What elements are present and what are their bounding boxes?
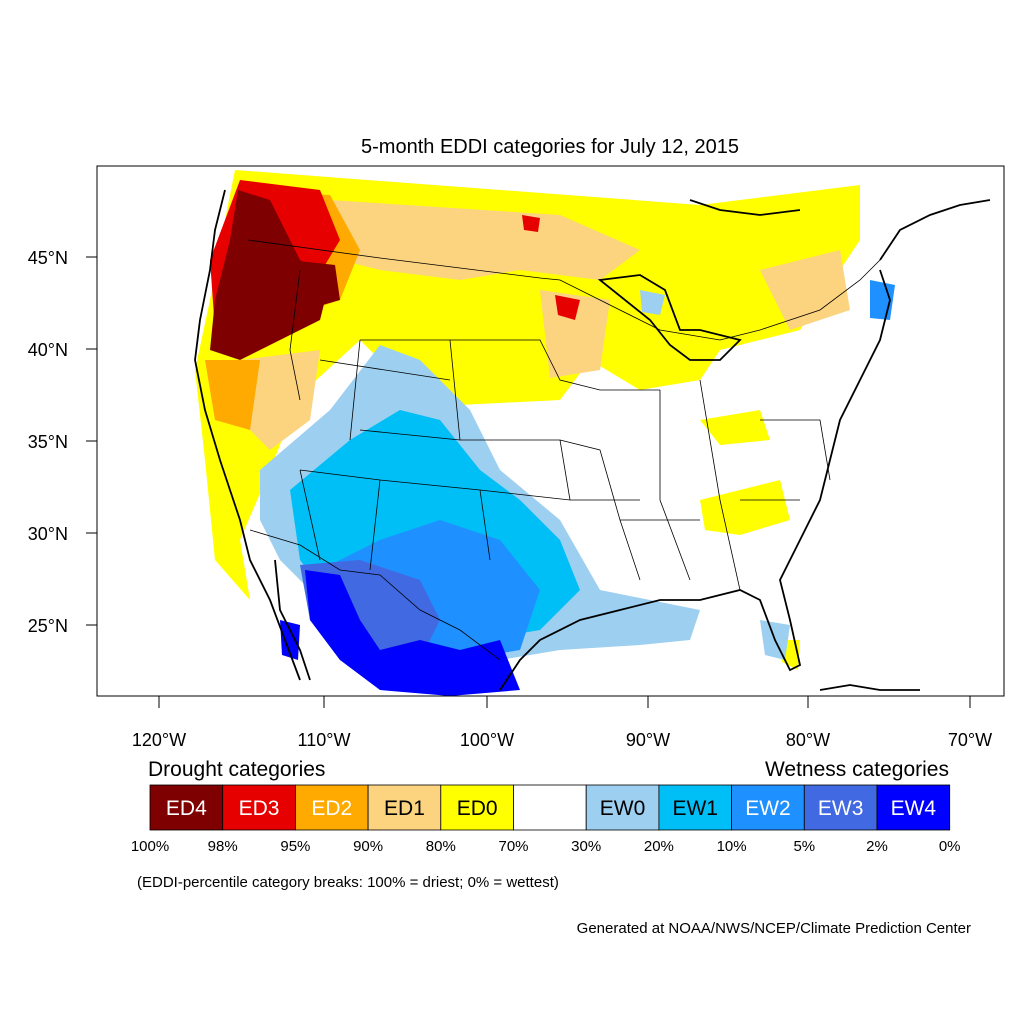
- lon-tick-label: 90°W: [626, 730, 670, 750]
- lat-tick-label: 35°N: [28, 432, 68, 452]
- credit-line: Generated at NOAA/NWS/NCEP/Climate Predi…: [577, 920, 971, 937]
- legend-box-label: EW3: [818, 797, 864, 820]
- legend-note: (EDDI-percentile category breaks: 100% =…: [137, 874, 559, 891]
- latitude-axis: 45°N 40°N 35°N 30°N 25°N: [28, 248, 97, 636]
- lon-tick-label: 110°W: [298, 730, 351, 750]
- pacific-coast: [194, 189, 301, 681]
- map-title: 5-month EDDI categories for July 12, 201…: [361, 136, 739, 158]
- legend-break-label: 98%: [208, 838, 238, 855]
- legend-box-label: ED4: [166, 797, 207, 820]
- ed1-region-great-basin: [240, 350, 320, 450]
- legend-break-label: 5%: [793, 838, 815, 855]
- ed2-region-california: [205, 360, 260, 430]
- ed0-region-southeast: [700, 480, 790, 535]
- legend-breaks: 100% 98% 95% 90% 80% 70% 30% 20% 10% 5% 2% 0%: [131, 838, 961, 855]
- legend-box: [149, 784, 224, 831]
- gulf-coast: [499, 269, 891, 691]
- wetness-heading: Wetness categories: [765, 758, 949, 781]
- ed1-region-new-england: [760, 250, 850, 330]
- great-lakes: [597, 274, 742, 361]
- mexico-us-border: [249, 529, 501, 661]
- state-lines: [289, 269, 831, 591]
- ew4-region-mexico: [305, 570, 520, 696]
- canada-us-border: [247, 239, 881, 341]
- drought-heading: Drought categories: [148, 758, 325, 781]
- map-panel: [97, 166, 1004, 696]
- legend-box-label: ED3: [239, 797, 280, 820]
- ed0-region-virginia: [700, 410, 770, 445]
- legend-box: [803, 784, 878, 831]
- ew4-region-baja: [280, 620, 300, 660]
- canada-east-coast: [879, 199, 991, 261]
- legend-box-label: EW4: [891, 797, 937, 820]
- lat-tick-label: 30°N: [28, 524, 68, 544]
- ew0-region-great-lakes: [640, 290, 665, 315]
- legend-box-label: EW1: [672, 797, 718, 820]
- legend-box: [440, 784, 514, 831]
- legend-colorbar: ED4 ED3 ED2 ED1 ED0 EW0 EW1 EW2 EW3 EW4: [149, 784, 951, 831]
- legend-break-label: 70%: [498, 838, 528, 855]
- baja-peninsula: [274, 559, 311, 681]
- longitude-axis: 120°W 110°W 100°W 90°W 80°W 70°W: [132, 696, 992, 750]
- legend-break-label: 100%: [131, 838, 169, 855]
- legend-box: [876, 784, 951, 831]
- ed4-region-pacific-northwest: [210, 190, 330, 360]
- legend-break-label: 0%: [939, 838, 961, 855]
- legend-box: [367, 784, 442, 831]
- map-frame: [96, 165, 1005, 697]
- boundaries: [247, 239, 881, 661]
- legend-break-label: 10%: [717, 838, 747, 855]
- legend-break-label: 90%: [353, 838, 383, 855]
- hudson-bay-shore: [689, 199, 801, 216]
- ed0-region-west: [195, 170, 860, 600]
- legend-box: [222, 784, 296, 831]
- lat-tick-label: 40°N: [28, 340, 68, 360]
- ed1-region-north: [330, 200, 640, 280]
- legend: Drought categories Wetness categories ED…: [131, 758, 961, 891]
- legend-box-label: ED0: [457, 797, 498, 820]
- legend-box-label: ED1: [384, 797, 425, 820]
- lat-tick-label: 45°N: [28, 248, 68, 268]
- ed4-region-idaho: [290, 260, 340, 310]
- lat-tick-label: 25°N: [28, 616, 68, 636]
- legend-box: [731, 784, 805, 831]
- ed1-region-minnesota: [540, 290, 610, 378]
- ed3-region-minnesota: [555, 295, 580, 320]
- legend-box: [585, 784, 660, 831]
- legend-break-label: 30%: [571, 838, 601, 855]
- drought-regions: [195, 170, 860, 670]
- lon-tick-label: 70°W: [948, 730, 992, 750]
- lon-tick-label: 120°W: [132, 730, 186, 750]
- wetness-regions: [260, 280, 895, 696]
- caribbean-shore: [819, 684, 920, 691]
- ed3-region-lake-superior: [522, 215, 540, 232]
- legend-box-label: EW0: [600, 797, 646, 820]
- ew2-region-maine: [870, 280, 895, 320]
- legend-break-label: 20%: [644, 838, 674, 855]
- legend-box: [294, 784, 369, 831]
- lon-tick-label: 80°W: [786, 730, 830, 750]
- lon-tick-label: 100°W: [460, 730, 514, 750]
- legend-box-label: ED2: [311, 797, 352, 820]
- legend-break-label: 2%: [866, 838, 888, 855]
- legend-box: [513, 784, 587, 831]
- legend-break-label: 95%: [280, 838, 310, 855]
- legend-break-label: 80%: [426, 838, 456, 855]
- coastlines: [194, 189, 991, 691]
- legend-box-label: EW2: [745, 797, 791, 820]
